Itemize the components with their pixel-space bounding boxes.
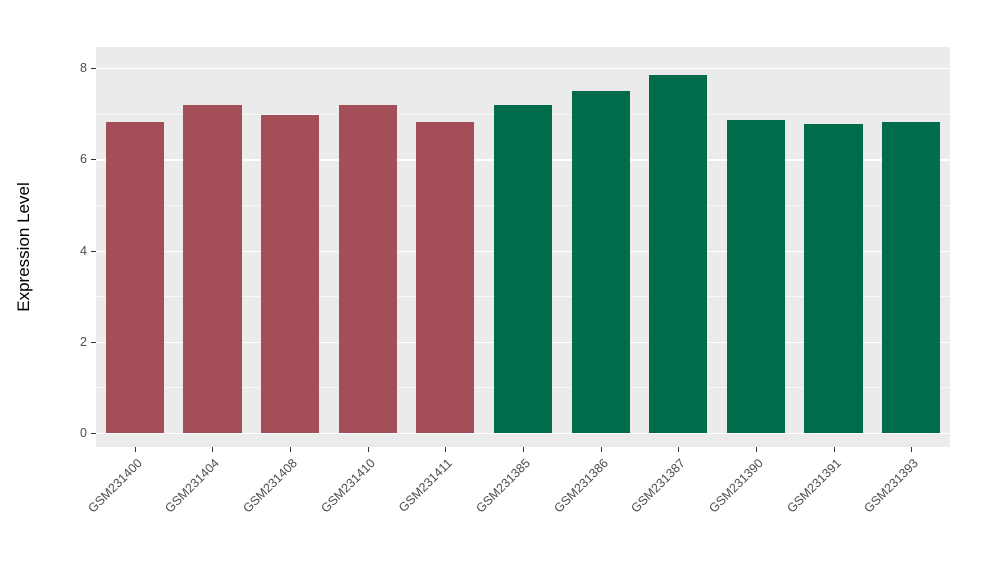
x-tick-mark [833,447,835,452]
x-tick-mark [755,447,757,452]
y-tick-mark [91,433,96,434]
x-tick-mark [523,447,524,452]
y-tick-mark [91,68,96,69]
gridline-major [96,68,950,70]
bar-GSM231404 [183,105,242,433]
x-tick-mark [911,447,913,452]
bar-GSM231385 [493,105,553,433]
y-tick-label: 0 [80,426,87,440]
bar-GSM231387 [649,74,708,433]
gridline-major [96,433,950,435]
bar-GSM231410 [338,105,397,433]
x-tick-mark [290,447,292,452]
bar-GSM231411 [416,121,475,433]
x-tick-mark [212,447,214,452]
x-tick-mark [367,447,369,452]
y-tick-label: 4 [80,243,87,258]
x-tick-mark [134,447,136,452]
y-tick-label: 2 [80,334,87,349]
x-tick-mark [600,447,602,452]
x-tick-mark [445,447,447,452]
y-tick-label: 6 [80,152,87,167]
bar-GSM231408 [260,114,320,433]
y-axis-title-text: Expression Level [14,182,33,312]
plot-panel [96,47,950,447]
x-tick-label-GSM231393: GSM231393 [861,456,922,516]
x-tick-mark [678,447,680,452]
bar-GSM231390 [726,119,785,433]
bar-GSM231386 [571,90,630,433]
y-tick-mark [91,341,96,343]
bar-GSM231391 [804,123,863,433]
y-tick-mark [91,250,96,252]
y-tick-label: 8 [80,61,87,75]
bar-GSM231393 [882,121,941,433]
bar-GSM231400 [105,121,164,433]
y-tick-mark [91,159,96,161]
